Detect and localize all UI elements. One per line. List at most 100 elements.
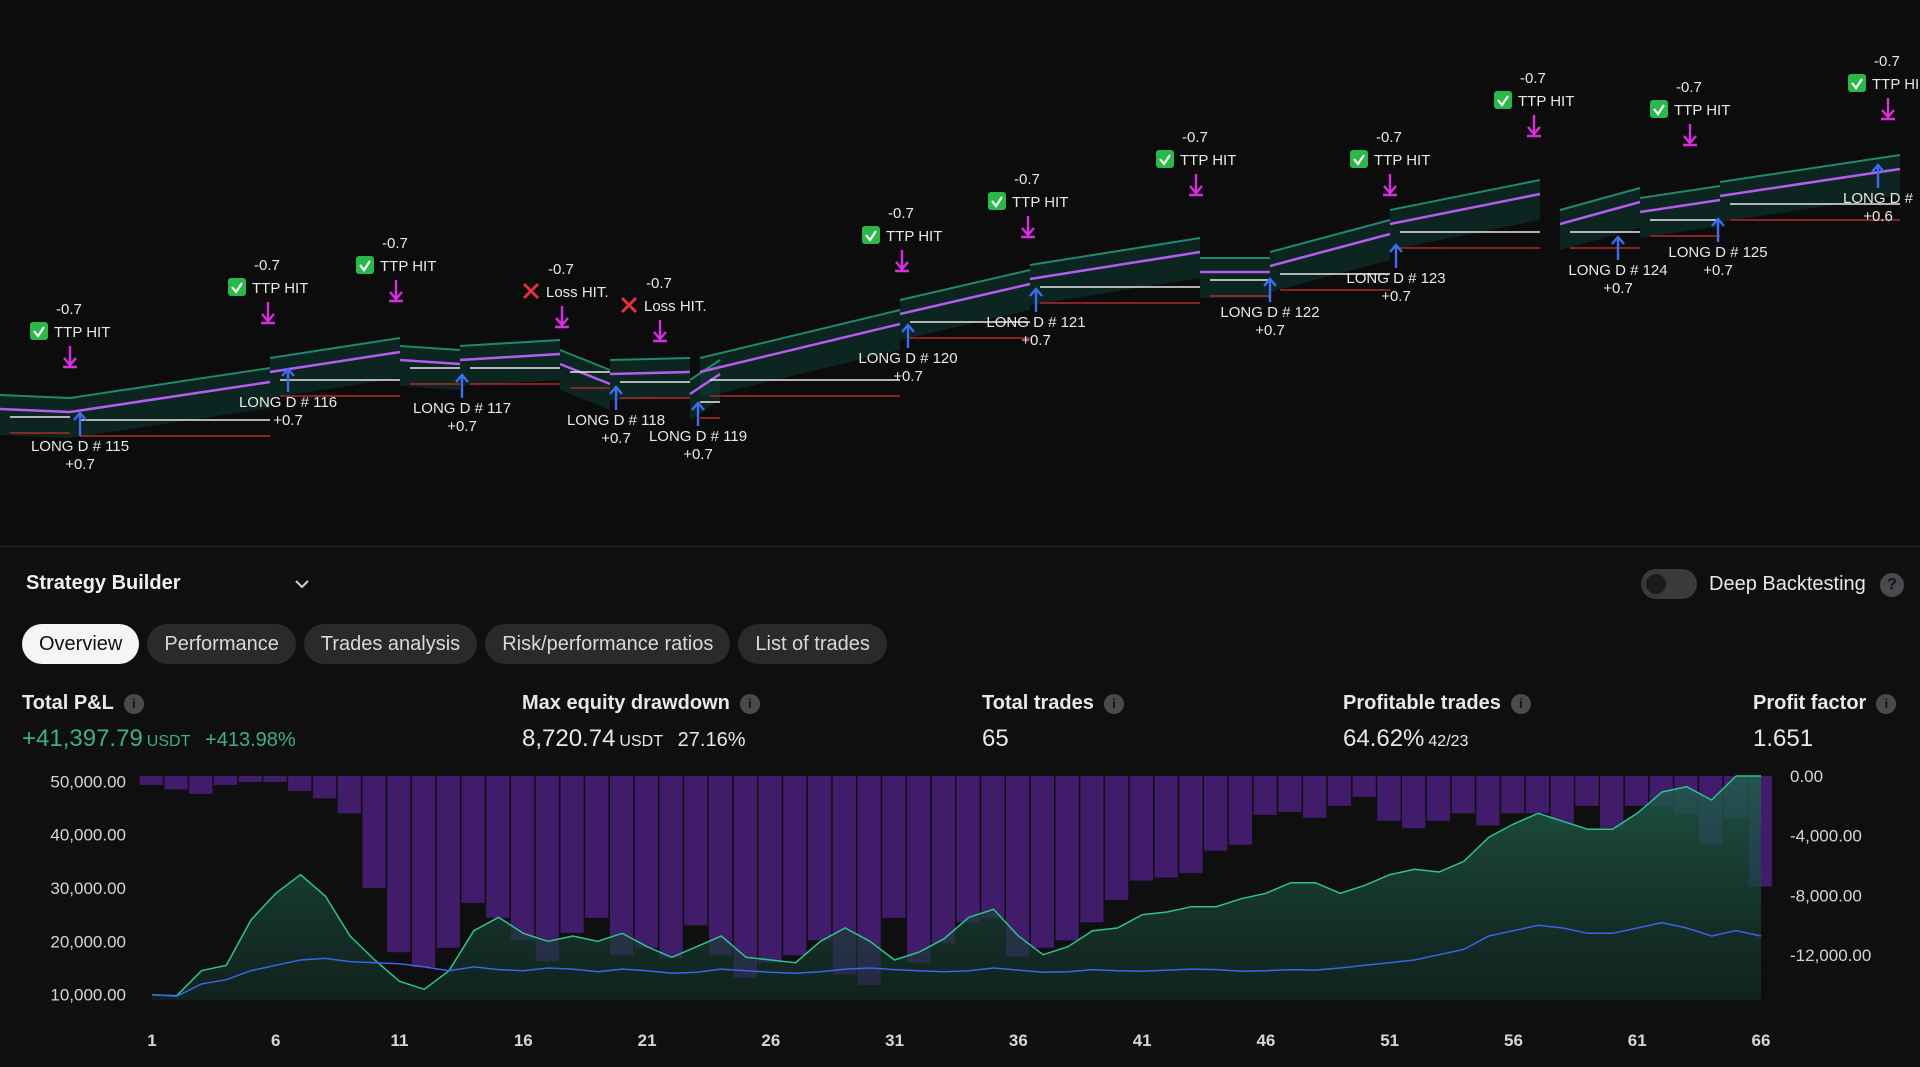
drawdown-bar: [882, 776, 906, 918]
entry-annotation[interactable]: LONG D # 121+0.7: [986, 287, 1086, 349]
drawdown-bar: [1426, 776, 1451, 821]
exit-result: -0.7: [1014, 171, 1040, 188]
x-tick-label: 16: [514, 1031, 533, 1050]
metric-label: Total P&L: [22, 692, 114, 714]
exit-annotation[interactable]: -0.7 TTP HIT: [1494, 70, 1574, 138]
entry-label: LONG D # 124: [1568, 262, 1667, 279]
tab-trades-analysis[interactable]: Trades analysis: [303, 624, 478, 664]
exit-annotation[interactable]: -0.7 TTP HIT: [30, 301, 110, 369]
entry-annotation[interactable]: LONG D #+0.6: [1843, 163, 1914, 225]
x-tick-label: 31: [885, 1031, 904, 1050]
entry-label: LONG D #: [1843, 190, 1914, 207]
drawdown-bar: [609, 776, 634, 956]
entry-annotation[interactable]: LONG D # 116+0.7: [239, 367, 337, 429]
entry-result: +0.7: [1381, 288, 1411, 305]
info-icon[interactable]: i: [1876, 693, 1897, 714]
entry-arrow-icon: [1389, 243, 1403, 268]
entry-annotation[interactable]: LONG D # 120+0.7: [858, 323, 958, 385]
drawdown-bar: [1154, 776, 1178, 878]
price-fill: [1200, 258, 1270, 298]
deep-backtesting-toggle[interactable]: [1641, 569, 1697, 599]
exit-result: -0.7: [1874, 53, 1900, 70]
drawdown-bar: [857, 776, 881, 986]
drawdown-bar: [1476, 776, 1500, 826]
drawdown-bar: [659, 776, 683, 959]
entry-label: LONG D # 117: [413, 400, 511, 417]
exit-annotation[interactable]: -0.7 TTP HIT: [862, 205, 942, 273]
drawdown-bar: [560, 776, 584, 933]
drawdown-bar: [1179, 776, 1203, 874]
tab-risk-performance-ratios[interactable]: Risk/performance ratios: [485, 624, 731, 664]
exit-annotation[interactable]: -0.7 TTP HIT: [988, 171, 1068, 239]
info-icon[interactable]: i: [123, 693, 144, 714]
entry-annotation[interactable]: LONG D # 117+0.7: [413, 373, 511, 435]
price-fill: [1640, 186, 1720, 238]
exit-result: -0.7: [56, 301, 82, 318]
metric-value: 64.62%: [1343, 725, 1425, 752]
entry-annotation[interactable]: LONG D # 115+0.7: [31, 411, 129, 473]
entry-arrow-icon: [691, 401, 705, 426]
price-line: [1029, 237, 1201, 266]
entry-arrow-icon: [455, 373, 469, 398]
entry-annotation[interactable]: LONG D # 122+0.7: [1220, 277, 1320, 339]
drawdown-bar: [164, 776, 188, 790]
entry-label: LONG D # 120: [858, 350, 957, 367]
deep-backtesting-label: Deep Backtesting: [1709, 573, 1866, 595]
exit-annotation[interactable]: -0.7 TTP HI: [1848, 53, 1919, 121]
tab-list-of-trades[interactable]: List of trades: [738, 624, 887, 664]
exit-annotation[interactable]: -0.7 TTP HIT: [228, 257, 308, 325]
exit-annotation[interactable]: -0.7 TTP HIT: [1350, 129, 1430, 197]
check-icon: [228, 278, 246, 296]
drawdown-bar: [486, 776, 510, 918]
entry-arrow-icon: [1029, 287, 1043, 312]
help-icon[interactable]: ?: [1880, 573, 1904, 597]
drawdown-bar: [931, 776, 955, 944]
exit-result: -0.7: [1182, 129, 1208, 146]
tab-overview[interactable]: Overview: [22, 624, 140, 664]
entry-annotation[interactable]: LONG D # 125+0.7: [1668, 217, 1768, 279]
drawdown-bar: [956, 776, 980, 923]
exit-label: TTP HIT: [1674, 102, 1730, 119]
exit-annotation[interactable]: -0.7 TTP HIT: [1156, 129, 1236, 197]
price-line: [1719, 154, 1901, 183]
exit-annotation[interactable]: -0.7 Loss HIT.: [522, 261, 609, 329]
metric-value: 8,720.74: [522, 725, 616, 752]
equity-line: [151, 775, 1761, 997]
entry-annotation[interactable]: LONG D # 124+0.7: [1568, 235, 1668, 297]
price-fill: [700, 310, 900, 398]
price-line: [0, 394, 71, 399]
entry-arrow-icon: [1871, 163, 1885, 188]
entry-arrow-icon: [901, 323, 915, 348]
exit-annotation[interactable]: -0.7 TTP HIT: [1650, 79, 1730, 147]
tab-performance[interactable]: Performance: [147, 624, 296, 664]
info-icon[interactable]: i: [739, 693, 760, 714]
exit-arrow-icon: [1527, 115, 1541, 138]
equity-chart[interactable]: 50,000.00 40,000.00 30,000.00 20,000.00 10,0…: [0, 764, 1920, 1067]
entry-arrow-icon: [1611, 235, 1625, 260]
price-line: [559, 349, 611, 371]
drawdown-bar: [733, 776, 757, 978]
y-right-tick-label: -4,000.00: [1790, 827, 1862, 846]
info-icon[interactable]: i: [1103, 693, 1124, 714]
entry-label: LONG D # 115: [31, 438, 129, 455]
drawdown-bar: [1600, 776, 1624, 829]
exit-result: -0.7: [254, 257, 280, 274]
info-icon[interactable]: i: [1510, 693, 1531, 714]
drawdown-bar: [1006, 776, 1030, 957]
exit-annotation[interactable]: -0.7 Loss HIT.: [620, 275, 707, 343]
entry-annotation[interactable]: LONG D # 123+0.7: [1346, 243, 1446, 305]
entry-result: +0.7: [683, 446, 713, 463]
entry-arrow-icon: [1263, 277, 1277, 302]
trailing-line: [1719, 167, 1901, 198]
drawdown-bar: [362, 776, 386, 888]
price-fill: [1720, 155, 1900, 222]
entry-annotation[interactable]: LONG D # 119+0.7: [649, 401, 747, 463]
y-right-tick-label: -12,000.00: [1790, 946, 1871, 965]
price-line: [609, 357, 691, 361]
exit-annotation[interactable]: -0.7 TTP HIT: [356, 235, 436, 303]
check-icon: [862, 226, 880, 244]
entry-annotation[interactable]: LONG D # 118+0.7: [567, 385, 665, 447]
chevron-down-icon[interactable]: [292, 576, 312, 592]
drawdown-bar: [139, 776, 163, 785]
